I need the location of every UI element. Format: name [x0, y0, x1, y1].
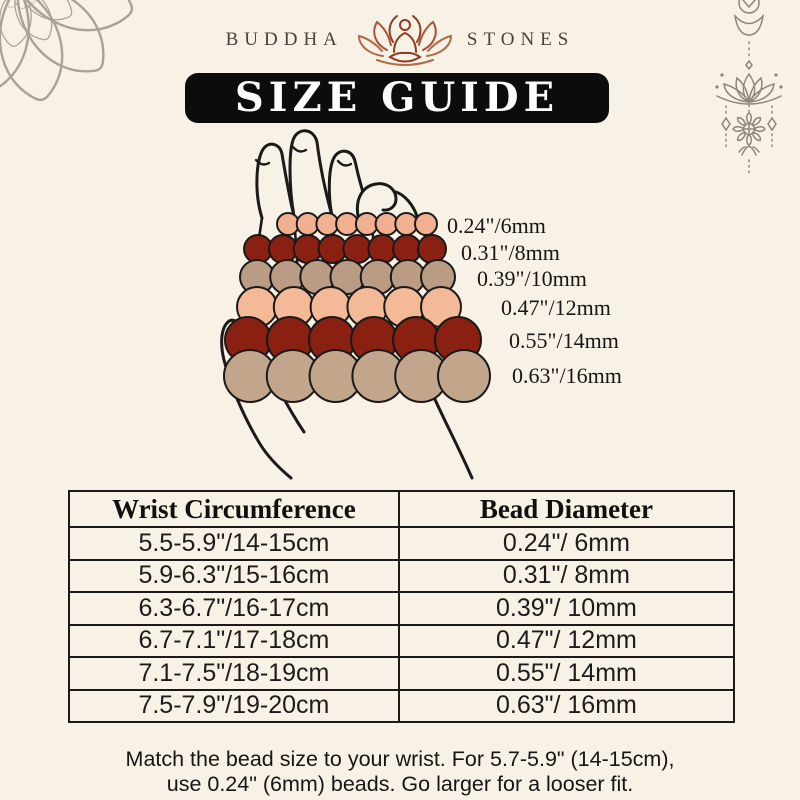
bead-size-label: 0.24"/6mm — [447, 213, 546, 238]
bead — [335, 212, 360, 236]
bead — [437, 349, 491, 403]
bead — [417, 234, 447, 264]
table-row: 5.9-6.3"/15-16cm 0.31"/ 8mm — [68, 558, 736, 593]
hand-nail-lines — [254, 145, 353, 167]
wrist-range-cell: 5.9-6.3"/15-16cm — [68, 558, 400, 593]
brand-logo: BUDDHA STONES — [0, 12, 800, 68]
table-row: 7.5-7.9"/19-20cm 0.63"/ 16mm — [68, 688, 736, 723]
table-row: 6.3-6.7"/16-17cm 0.39"/ 10mm — [68, 591, 736, 626]
wrist-range-cell: 7.1-7.5"/18-19cm — [68, 656, 400, 691]
brand-word-left: BUDDHA — [225, 29, 343, 50]
bead-size-label: 0.31"/8mm — [461, 240, 560, 265]
table-row: 6.7-7.1"/17-18cm 0.47"/ 12mm — [68, 623, 736, 658]
bead-size-label: 0.39"/10mm — [477, 266, 587, 291]
bead-size-cell: 0.31"/ 8mm — [397, 558, 736, 593]
fit-note-line1: Match the bead size to your wrist. For 5… — [125, 747, 675, 771]
bead-size-cell: 0.39"/ 10mm — [397, 591, 736, 626]
bead — [243, 234, 273, 264]
wrist-range-cell: 6.3-6.7"/16-17cm — [68, 591, 400, 626]
fit-note-line2: use 0.24" (6mm) beads. Go larger for a l… — [166, 772, 634, 796]
size-table: Wrist Circumference Bead Diameter 5.5-5.… — [68, 490, 736, 723]
bead-diameter-header: Bead Diameter — [397, 490, 736, 528]
bead-size-cell: 0.55"/ 14mm — [397, 656, 736, 691]
wrist-range-cell: 5.5-5.9"/14-15cm — [68, 526, 400, 561]
bead — [367, 234, 398, 264]
table-row: 7.1-7.5"/18-19cm 0.55"/ 14mm — [68, 656, 736, 691]
bracelet-row — [239, 259, 456, 295]
bead-size-label: 0.63"/16mm — [512, 363, 622, 388]
table-row: 5.5-5.9"/14-15cm 0.24"/ 6mm — [68, 526, 736, 561]
bead-size-label: 0.55"/14mm — [509, 328, 619, 353]
wrist-circumference-header: Wrist Circumference — [68, 490, 400, 528]
bead-size-cell: 0.63"/ 16mm — [397, 688, 736, 723]
wrist-range-cell: 7.5-7.9"/19-20cm — [68, 688, 400, 723]
bracelet-row — [276, 212, 438, 236]
bead — [292, 234, 323, 264]
bead — [267, 234, 298, 264]
lotus-meditation-icon — [357, 15, 452, 66]
banner-title: SIZE GUIDE — [234, 74, 560, 121]
bracelet-row — [243, 234, 447, 264]
table-header-row: Wrist Circumference Bead Diameter — [68, 490, 736, 528]
bead — [414, 212, 438, 236]
bead — [392, 234, 423, 264]
fit-note: Match the bead size to your wrist. For 5… — [0, 747, 800, 797]
bead-size-label: 0.47"/12mm — [501, 295, 611, 320]
size-guide-banner: SIZE GUIDE — [185, 73, 609, 123]
bracelet-row — [223, 349, 491, 403]
bead-size-cell: 0.47"/ 12mm — [397, 623, 736, 658]
bead-size-cell: 0.24"/ 6mm — [397, 526, 736, 561]
hand-fingers — [255, 129, 425, 220]
bead — [342, 234, 373, 264]
wrist-range-cell: 6.7-7.1"/17-18cm — [68, 623, 400, 658]
brand-word-right: STONES — [466, 29, 575, 50]
